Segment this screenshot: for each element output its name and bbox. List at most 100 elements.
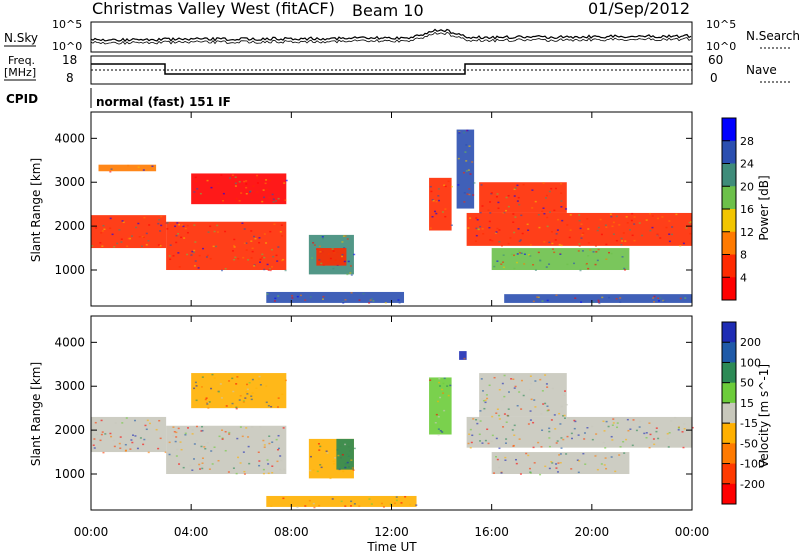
- echo-speckle: [597, 301, 600, 303]
- echo-speckle: [587, 254, 590, 257]
- echo-speckle: [398, 302, 401, 304]
- nsky-tick-bottom: 10^0: [52, 40, 82, 53]
- echo-speckle: [344, 299, 347, 301]
- echo-speckle: [231, 250, 234, 252]
- velocity-y-axis-label: Slant Range [km]: [29, 362, 43, 466]
- echo-speckle: [571, 437, 574, 440]
- echo-speckle: [682, 242, 685, 245]
- echo-speckle: [597, 299, 600, 302]
- echo-speckle: [522, 394, 525, 397]
- echo-speckle: [443, 409, 446, 412]
- echo-speckle: [340, 500, 343, 503]
- power-panel-frame: [90, 111, 693, 307]
- echo-speckle: [266, 293, 269, 295]
- echo-speckle: [241, 435, 244, 438]
- echo-speckle: [438, 199, 441, 202]
- echo-speckle: [266, 459, 269, 461]
- echo-speckle: [520, 214, 523, 217]
- echo-speckle: [665, 226, 668, 229]
- echo-speckle: [518, 203, 521, 206]
- echo-speckle: [689, 232, 692, 235]
- cpid-label: CPID: [6, 92, 38, 106]
- echo-speckle: [569, 229, 572, 231]
- echo-speckle: [516, 200, 519, 202]
- echo-speckle: [509, 237, 512, 239]
- echo-speckle: [262, 472, 265, 475]
- echo-speckle: [653, 301, 656, 303]
- echo-speckle: [548, 467, 551, 470]
- echo-speckle: [648, 422, 651, 424]
- echo-speckle: [263, 196, 266, 199]
- echo-speckle: [248, 382, 251, 384]
- echo-speckle: [510, 253, 513, 256]
- echo-speckle: [539, 473, 542, 476]
- echo-speckle: [566, 435, 569, 438]
- colorbar-swatch: [722, 186, 736, 210]
- echo-speckle: [517, 462, 520, 465]
- echo-speckle: [563, 390, 566, 392]
- echo-speckle: [262, 189, 265, 191]
- echo-speckle: [566, 224, 569, 226]
- echo-speckle: [478, 433, 481, 436]
- echo-speckle: [566, 263, 569, 266]
- echo-speckle: [204, 398, 207, 401]
- echo-speckle: [236, 437, 239, 440]
- echo-speckle: [591, 438, 594, 441]
- echo-speckle: [581, 250, 584, 252]
- echo-speckle: [555, 294, 558, 297]
- echo-speckle: [142, 236, 145, 238]
- echo-speckle: [200, 466, 203, 469]
- echo-speckle: [172, 255, 175, 257]
- colorbar-tick-label: -100: [740, 458, 765, 471]
- echo-speckle: [262, 468, 265, 471]
- echo-speckle: [501, 398, 504, 401]
- echo-speckle: [468, 433, 471, 435]
- echo-speckle: [529, 255, 532, 257]
- echo-speckle: [527, 423, 530, 425]
- echo-speckle: [648, 446, 651, 449]
- echo-speckle: [562, 438, 565, 441]
- echo-speckle: [221, 438, 224, 440]
- echo-speckle: [531, 207, 534, 209]
- echo-speckle: [342, 235, 345, 237]
- echo-speckle: [173, 430, 176, 433]
- echo-speckle: [586, 426, 589, 429]
- echo-speckle: [580, 237, 583, 239]
- echo-speckle: [312, 469, 315, 471]
- echo-speckle: [265, 242, 268, 244]
- echo-speckle: [268, 179, 271, 182]
- echo-speckle: [258, 464, 261, 467]
- echo-speckle: [611, 439, 614, 441]
- echo-speckle: [668, 240, 671, 243]
- echo-speckle: [605, 243, 608, 246]
- echo-speckle: [684, 297, 687, 299]
- colorbar-swatch: [722, 277, 736, 301]
- echo-speckle: [326, 452, 329, 454]
- echo-speckle: [319, 464, 322, 466]
- echo-speckle: [137, 222, 140, 225]
- echo-speckle: [186, 253, 189, 256]
- echo-speckle: [175, 455, 178, 457]
- power-heatmap: [91, 129, 693, 305]
- echo-speckle: [206, 179, 209, 182]
- echo-speckle: [251, 426, 254, 428]
- echo-speckle: [197, 267, 200, 269]
- echo-region: [429, 377, 452, 435]
- echo-speckle: [251, 378, 254, 381]
- echo-speckle: [370, 503, 373, 505]
- echo-speckle: [243, 242, 246, 245]
- echo-speckle: [146, 419, 149, 422]
- echo-speckle: [534, 269, 537, 271]
- echo-speckle: [493, 376, 496, 379]
- echo-speckle: [546, 225, 549, 228]
- echo-speckle: [143, 438, 146, 441]
- echo-speckle: [653, 295, 656, 298]
- echo-speckle: [272, 255, 275, 258]
- echo-speckle: [574, 420, 577, 423]
- echo-speckle: [529, 410, 532, 412]
- echo-speckle: [468, 145, 471, 147]
- echo-speckle: [242, 401, 245, 403]
- nsearch-tick-top: 10^5: [706, 18, 736, 31]
- echo-speckle: [113, 445, 116, 448]
